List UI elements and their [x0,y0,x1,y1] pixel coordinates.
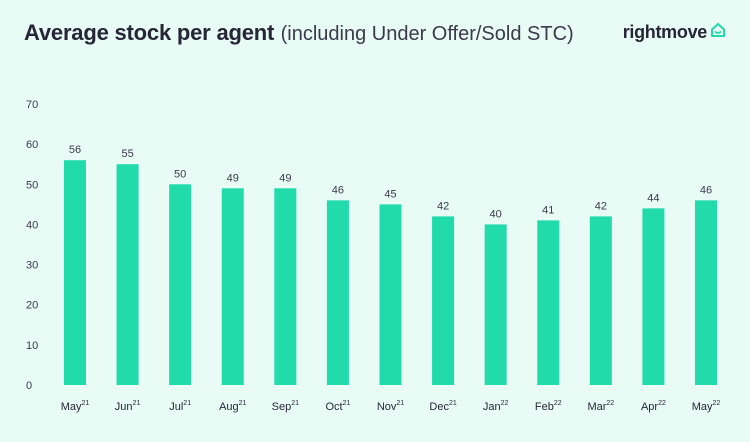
x-tick-label: Jan22 [483,400,509,413]
y-tick-label: 30 [26,260,38,272]
y-tick-label: 10 [26,340,38,352]
brand-logo: rightmove [623,22,726,43]
x-tick-label: Dec21 [429,400,456,413]
y-tick-label: 70 [26,99,38,111]
data-label: 42 [437,200,449,212]
chart-header: Average stock per agent (including Under… [24,18,726,54]
y-tick-label: 40 [26,219,38,231]
data-label: 45 [384,188,396,200]
data-label: 46 [700,184,712,196]
x-tick-label: Jul21 [169,400,191,413]
bar [695,200,717,385]
bar [116,164,139,385]
x-tick-label: Nov21 [377,400,404,413]
x-tick-label: Apr22 [641,400,666,413]
data-label: 41 [542,204,554,216]
x-tick-label: May21 [61,400,90,413]
data-label: 56 [69,144,81,156]
bar [274,188,297,385]
bar [589,216,612,385]
x-tick-label: Oct21 [325,400,350,413]
x-tick-label: Aug21 [219,400,246,413]
x-tick-label: Feb22 [535,400,562,413]
house-icon [710,22,726,38]
bar [64,160,86,385]
data-label: 49 [227,172,239,184]
y-tick-label: 60 [26,139,38,151]
bar [169,184,192,385]
x-tick-label: Sep21 [272,400,299,413]
bar [221,188,244,385]
x-tick-label: Jun21 [115,400,141,413]
brand-name: rightmove [622,22,708,42]
bar [537,220,560,385]
y-tick-label: 20 [26,300,38,312]
chart-title: Average stock per agent (including Under… [24,20,574,46]
data-label: 44 [647,192,659,204]
bar [326,200,349,385]
y-tick-label: 50 [26,179,38,191]
data-label: 46 [332,184,344,196]
data-label: 40 [490,208,502,220]
x-tick-label: Mar22 [587,400,614,413]
y-tick-label: 0 [26,380,32,392]
chart-title-main: Average stock per agent [24,20,275,45]
bar [379,204,402,385]
bar [484,224,507,385]
data-label: 42 [595,200,607,212]
x-tick-label: May22 [692,400,721,413]
chart-subtitle: (including Under Offer/Sold STC) [280,23,574,45]
bar [642,208,665,385]
data-label: 49 [279,172,291,184]
bar [432,216,455,385]
data-label: 50 [174,168,186,180]
data-label: 55 [121,148,133,160]
